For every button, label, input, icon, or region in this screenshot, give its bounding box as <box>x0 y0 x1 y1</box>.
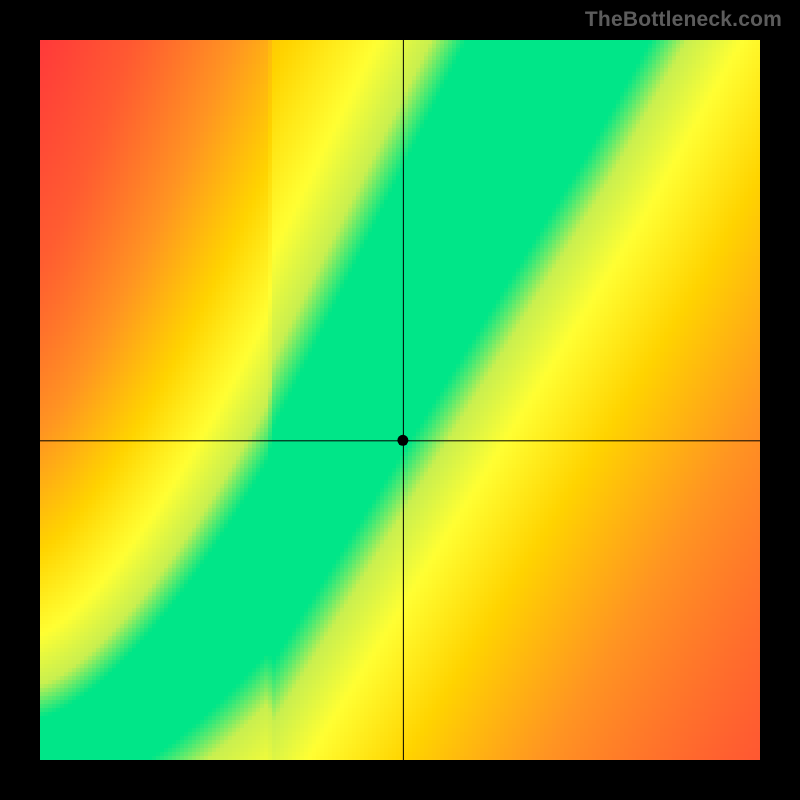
watermark-text: TheBottleneck.com <box>585 8 782 32</box>
overlay-canvas <box>0 0 800 800</box>
chart-container: TheBottleneck.com <box>0 0 800 800</box>
